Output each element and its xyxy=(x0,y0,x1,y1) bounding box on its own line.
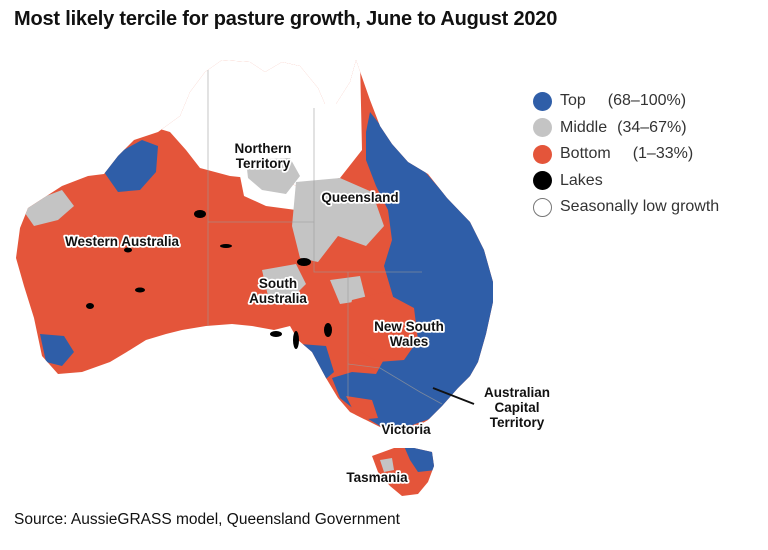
lake-disappointment xyxy=(124,247,132,253)
tasmania-zones xyxy=(372,448,434,496)
legend-item-bottom: Bottom (1–33%) xyxy=(533,141,719,168)
seasonally-low-north xyxy=(150,60,362,186)
label-act-line1: Australian xyxy=(484,385,550,400)
legend-item-middle: Middle (34–67%) xyxy=(533,115,719,142)
state-borders xyxy=(207,70,443,405)
legend-label-middle: Middle xyxy=(560,118,608,136)
legend-range-bottom: (1–33%) xyxy=(632,145,694,163)
lake-barlee xyxy=(86,303,94,309)
bottom-nsw-interior xyxy=(346,292,418,362)
label-victoria: Victoria xyxy=(381,422,431,437)
label-act-line2: Capital xyxy=(494,400,539,415)
legend-range-middle: (34–67%) xyxy=(617,118,687,136)
label-northern-territory-line2: Territory xyxy=(236,156,291,171)
legend-range-top: (68–100%) xyxy=(607,92,687,110)
legend-swatch-seasonally-low xyxy=(533,197,552,217)
lakes-group xyxy=(86,210,332,349)
lake-mackay xyxy=(194,210,206,218)
bottom-vic xyxy=(346,396,378,420)
legend-swatch-bottom xyxy=(533,144,552,164)
legend-label-top: Top xyxy=(560,92,586,110)
middle-sa xyxy=(262,264,306,300)
lake-carnegie xyxy=(135,287,145,293)
label-south-australia-line1: South xyxy=(259,276,297,291)
label-tasmania: Tasmania xyxy=(346,470,408,485)
middle-wa-coast xyxy=(20,190,74,226)
legend-label-lakes: Lakes xyxy=(560,171,603,189)
lake-frome xyxy=(324,323,332,337)
top-east-coast xyxy=(332,112,493,428)
legend-item-lakes: Lakes xyxy=(533,168,719,195)
legend-item-seasonally-low: Seasonally low growth xyxy=(533,194,719,221)
legend-swatch-top xyxy=(533,91,552,111)
top-kimberley xyxy=(104,140,158,192)
top-sw-wa xyxy=(40,334,74,366)
label-western-australia: Western Australia xyxy=(65,234,180,249)
label-south-australia-line2: Australia xyxy=(249,291,307,306)
lake-gairdner xyxy=(270,331,282,337)
lake-torrens xyxy=(293,331,299,349)
legend-swatch-lakes xyxy=(533,171,552,191)
label-northern-territory-line1: Northern xyxy=(235,141,292,156)
middle-qld-central xyxy=(292,178,384,262)
legend-item-top: Top (68–100%) xyxy=(533,88,719,115)
label-act-line3: Territory xyxy=(490,415,545,430)
label-queensland: Queensland xyxy=(321,190,398,205)
label-nsw-line1: New South xyxy=(374,319,444,334)
lake-eyre xyxy=(297,258,311,266)
act-leader-line xyxy=(432,387,475,405)
lake-amadeus xyxy=(220,244,232,248)
label-nsw-line2: Wales xyxy=(390,334,429,349)
legend-swatch-middle xyxy=(533,118,552,138)
mainland-pasture-zones xyxy=(16,60,493,430)
middle-nt xyxy=(246,158,300,194)
map-legend: Top (68–100%) Middle (34–67%) Bottom (1–… xyxy=(533,88,719,221)
legend-label-seasonally-low: Seasonally low growth xyxy=(560,198,720,216)
source-note: Source: AussieGRASS model, Queensland Go… xyxy=(14,511,400,528)
legend-label-bottom: Bottom xyxy=(560,145,611,163)
map-title: Most likely tercile for pasture growth, … xyxy=(14,8,558,30)
